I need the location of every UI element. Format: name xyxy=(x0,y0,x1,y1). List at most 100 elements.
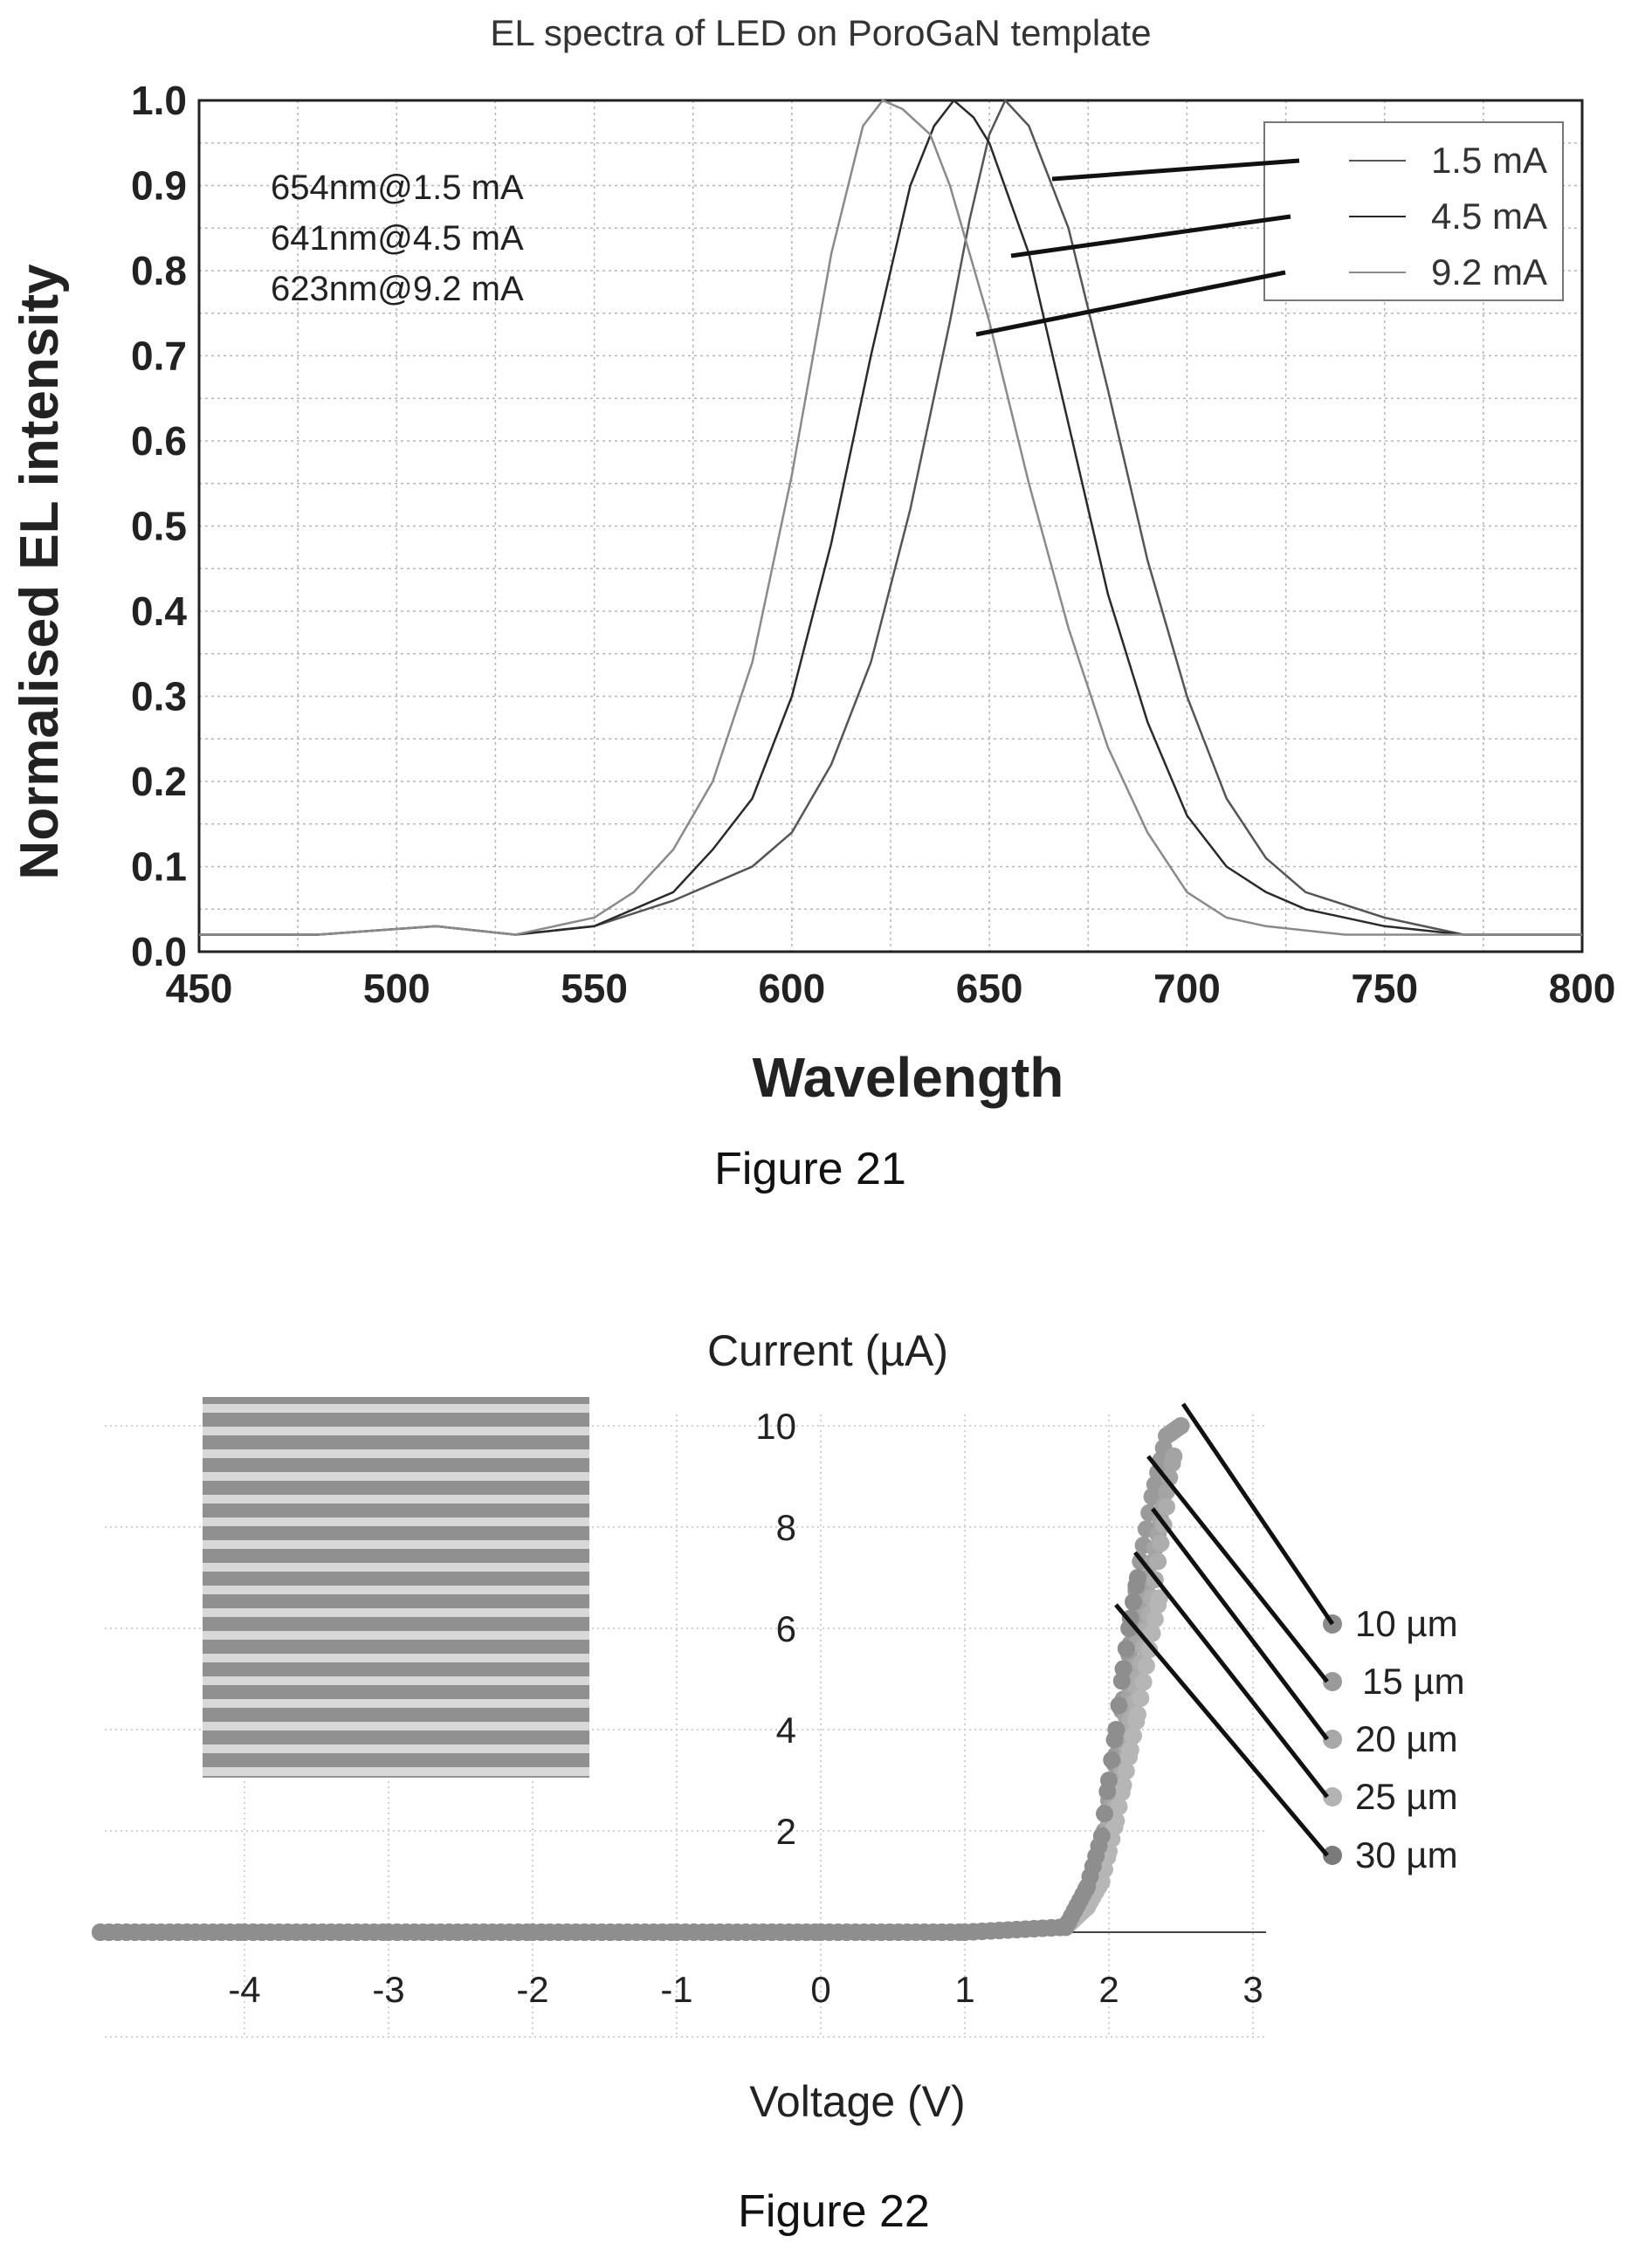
data-point xyxy=(1137,1656,1155,1675)
data-point xyxy=(1096,1805,1113,1823)
data-point xyxy=(1100,1772,1118,1789)
hatch-stripe xyxy=(203,1472,589,1481)
hatch-stripe xyxy=(203,1404,589,1413)
data-point xyxy=(1114,1776,1132,1794)
series-points xyxy=(92,1417,1190,1941)
data-point xyxy=(1125,1593,1142,1611)
y-axis-label: Current (µA) xyxy=(707,1326,948,1375)
hatch-stripe xyxy=(203,1631,589,1640)
x-axis-label: Voltage (V) xyxy=(749,2077,965,2126)
iv-curve-chart: Current (µA) 2 4 6 8 10 -4 -3 -2 -1 0 1 2 3 10 µm 1… xyxy=(92,1326,1465,2237)
legend-box xyxy=(1263,121,1564,301)
hatch-stripe xyxy=(203,1767,589,1776)
y-tick-label: 4 xyxy=(776,1710,796,1751)
y-tick-label: 6 xyxy=(776,1608,796,1649)
data-point xyxy=(1110,1696,1128,1715)
legend-label-1: 1.5 mA xyxy=(1431,140,1547,181)
y-tick-label: 0.9 xyxy=(131,163,187,209)
annotation-1: 654nm@1.5 mA xyxy=(271,169,524,207)
data-point xyxy=(1117,1762,1135,1780)
data-point xyxy=(1149,1552,1167,1571)
legend-label-3: 9.2 mA xyxy=(1431,251,1547,292)
legend-label-2: 4.5 mA xyxy=(1431,196,1547,237)
x-tick-labels: 450 500 550 600 650 700 750 800 xyxy=(166,966,1616,1011)
series-line-3 xyxy=(199,99,1582,936)
x-tick-label: -3 xyxy=(372,1969,404,2010)
hatch-stripe xyxy=(203,1495,589,1504)
el-spectra-chart: EL spectra of LED on PoroGaN template 0.… xyxy=(10,12,1616,1194)
hatch-stripe xyxy=(203,1449,589,1458)
plot-frame xyxy=(197,99,1584,953)
data-point xyxy=(1140,1641,1159,1659)
leader-line-1 xyxy=(1051,158,1300,182)
leader-line-3 xyxy=(975,270,1286,337)
x-tick-label: 450 xyxy=(166,966,233,1011)
x-tick-label: 750 xyxy=(1351,966,1418,1011)
y-tick-label: 2 xyxy=(776,1811,796,1852)
data-point xyxy=(1121,1741,1139,1759)
chart-title: EL spectra of LED on PoroGaN template xyxy=(490,12,1151,53)
data-point xyxy=(1165,1447,1183,1465)
y-tick-label: 0.7 xyxy=(131,334,187,379)
y-tick-label: 0.0 xyxy=(131,929,187,974)
legend: 10 µm 15 µm 20 µm 25 µm 30 µm xyxy=(1323,1603,1465,1875)
x-tick-label: 3 xyxy=(1242,1969,1263,2010)
y-tick-label: 0.8 xyxy=(131,248,187,293)
series-5 xyxy=(92,1569,1146,1941)
hatch-stripe xyxy=(203,1608,589,1617)
data-point xyxy=(1117,1640,1135,1658)
data-point xyxy=(1110,1798,1128,1816)
y-tick-label: 0.6 xyxy=(131,418,187,464)
x-tick-label: -2 xyxy=(516,1969,548,2010)
y-tick-label: 1.0 xyxy=(131,78,187,123)
x-tick-label: -1 xyxy=(660,1969,692,2010)
legend-marker-4 xyxy=(1323,1787,1342,1806)
hatch-stripe xyxy=(203,1676,589,1685)
x-tick-label: 650 xyxy=(956,966,1023,1011)
data-point xyxy=(1160,1469,1179,1487)
data-point xyxy=(1129,1569,1146,1586)
y-tick-label: 0.3 xyxy=(131,674,187,719)
data-point xyxy=(1150,1589,1168,1607)
hatch-stripe xyxy=(203,1699,589,1708)
data-point xyxy=(1103,1751,1121,1769)
legend-label-2: 15 µm xyxy=(1362,1661,1465,1702)
x-tick-label: 550 xyxy=(561,966,628,1011)
x-tick-label: -4 xyxy=(228,1969,260,2010)
data-point xyxy=(1143,1624,1161,1642)
figure-21: EL spectra of LED on PoroGaN template 0.… xyxy=(10,12,1616,1194)
legend-label-5: 30 µm xyxy=(1355,1834,1458,1875)
x-tick-labels: -4 -3 -2 -1 0 1 2 3 xyxy=(228,1969,1263,2010)
data-point xyxy=(1134,1673,1153,1691)
hatch-stripes xyxy=(203,1404,589,1776)
y-axis-label: Normalised EL intensity xyxy=(10,264,70,880)
y-tick-label: 0.4 xyxy=(131,588,187,634)
hatch-stripe xyxy=(203,1517,589,1526)
data-point xyxy=(1172,1417,1190,1435)
hatch-stripe xyxy=(203,1722,589,1731)
annotation-2: 641nm@4.5 mA xyxy=(271,219,524,258)
y-tick-labels: 0.0 0.1 0.2 0.3 0.4 0.5 0.6 0.7 0.8 0.9 1.0 xyxy=(131,78,187,974)
x-axis-label: Wavelength xyxy=(753,1046,1064,1109)
x-tick-label: 600 xyxy=(758,966,825,1011)
x-tick-label: 800 xyxy=(1549,966,1616,1011)
data-point xyxy=(1107,1721,1125,1738)
x-tick-label: 2 xyxy=(1098,1969,1119,2010)
figure-caption: Figure 21 xyxy=(714,1144,906,1194)
hatch-stripe xyxy=(203,1563,589,1572)
annotation-3: 623nm@9.2 mA xyxy=(271,270,524,308)
data-point xyxy=(1114,1660,1132,1678)
figure-22: Current (µA) 2 4 6 8 10 -4 -3 -2 -1 0 1 2 3 10 µm 1… xyxy=(0,1292,1652,2253)
y-tick-label: 0.1 xyxy=(131,844,187,890)
peak-annotations: 654nm@1.5 mA 641nm@4.5 mA 623nm@9.2 mA xyxy=(271,169,524,308)
x-tick-label: 0 xyxy=(810,1969,830,2010)
legend-label-1: 10 µm xyxy=(1355,1603,1458,1644)
legend-marker-5 xyxy=(1323,1846,1342,1865)
legend-marker-3 xyxy=(1323,1730,1342,1749)
data-point xyxy=(1129,1705,1146,1724)
leader-line-5 xyxy=(1114,1603,1329,1857)
hatch-stripe xyxy=(203,1540,589,1549)
x-tick-label: 1 xyxy=(954,1969,974,2010)
y-tick-label: 10 xyxy=(755,1406,796,1447)
hatch-stripe xyxy=(203,1654,589,1662)
